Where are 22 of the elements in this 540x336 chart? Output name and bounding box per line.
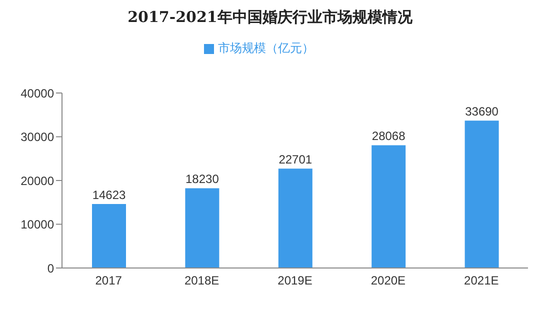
y-tick-label: 20000: [20, 174, 54, 188]
y-tick-label: 10000: [20, 218, 54, 232]
x-tick-label: 2017: [95, 274, 122, 288]
x-tick-label: 2019E: [278, 274, 312, 288]
x-tick-label: 2018E: [184, 274, 220, 288]
x-tick-label: 2020E: [370, 274, 406, 288]
data-label: 33690: [465, 104, 499, 119]
data-label: 18230: [186, 172, 220, 186]
data-label: 22701: [278, 152, 312, 167]
legend-label: 市场规模（亿元）: [218, 41, 314, 55]
bar: [185, 188, 220, 268]
y-tick-label: 40000: [20, 86, 54, 100]
y-tick-label: 0: [47, 261, 54, 276]
y-tick-label: 30000: [20, 130, 54, 144]
bar: [372, 145, 406, 268]
bar: [92, 204, 126, 268]
data-label: 28068: [372, 129, 406, 144]
bar: [278, 168, 312, 268]
chart-title: 2017-2021年中国婚庆行业市场规模情况: [126, 8, 414, 27]
bar: [464, 120, 499, 268]
x-tick-label: 2021E: [464, 274, 499, 288]
data-label: 14623: [92, 188, 126, 202]
